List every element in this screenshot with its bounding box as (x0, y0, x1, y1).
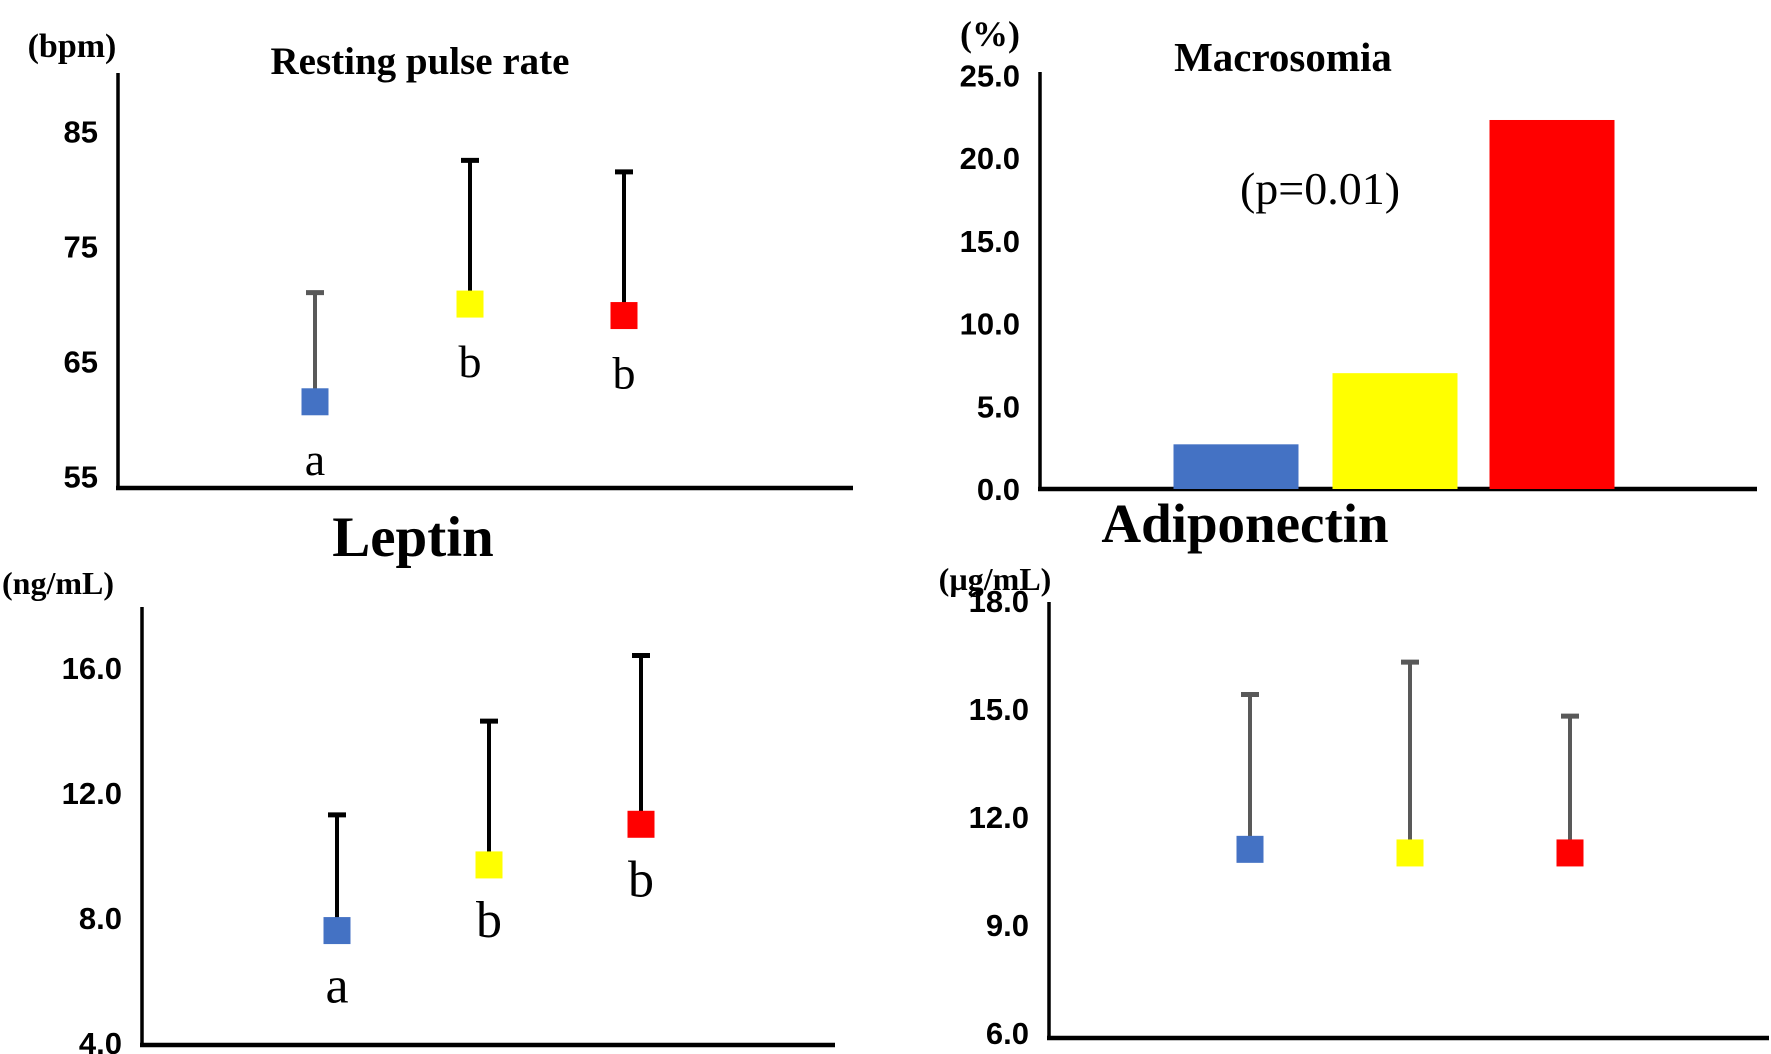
marker-red (610, 302, 638, 330)
y-tick-label: 18.0 (969, 584, 1029, 619)
y-tick-label: 55 (64, 460, 98, 495)
y-tick-label: 9.0 (986, 908, 1029, 943)
bar-blue (1173, 444, 1299, 489)
y-tick-label: 25.0 (960, 58, 1020, 93)
significance-label: b (476, 892, 502, 949)
y-tick-label: 0.0 (977, 472, 1020, 507)
unit-label: (bpm) (28, 28, 117, 65)
p-value-annotation: (p=0.01) (1240, 163, 1400, 214)
y-tick-label: 75 (64, 230, 98, 265)
y-tick-label: 15.0 (960, 224, 1020, 259)
chart-title: Resting pulse rate (271, 40, 570, 83)
chart-macrosomia: Macrosomia (%) (p=0.01) 0.0 5.0 10.0 15.0 20… (960, 14, 1757, 507)
marker-red (627, 810, 655, 838)
unit-label: (ng/mL) (2, 565, 114, 601)
y-tick-label: 8.0 (79, 901, 122, 936)
marker-blue (301, 388, 329, 416)
bar-yellow (1332, 373, 1458, 489)
plot-area: 6.0 9.0 12.0 15.0 18.0 (969, 584, 1769, 1051)
bar-red (1489, 119, 1615, 489)
y-tick-label: 12.0 (62, 776, 122, 811)
chart-title: Macrosomia (1174, 34, 1392, 80)
y-tick-label: 85 (64, 115, 98, 150)
marker-blue (323, 917, 351, 945)
significance-label: a (325, 958, 348, 1015)
significance-label: b (613, 348, 636, 399)
y-tick-label: 16.0 (62, 651, 122, 686)
y-tick-label: 4.0 (79, 1026, 122, 1054)
chart-title: Adiponectin (1101, 493, 1388, 554)
chart-leptin: Leptin (ng/mL) 4.0 8.0 12.0 16.0 a b b (2, 506, 835, 1054)
plot-area: 55 65 75 85 a b b (64, 73, 853, 495)
y-tick-label: 20.0 (960, 141, 1020, 176)
marker-red (1556, 839, 1584, 867)
y-tick-label: 10.0 (960, 307, 1020, 342)
marker-yellow (456, 290, 484, 318)
marker-blue (1236, 835, 1264, 863)
y-tick-label: 12.0 (969, 800, 1029, 835)
marker-yellow (1396, 839, 1424, 867)
plot-area: 0.0 5.0 10.0 15.0 20.0 25.0 (960, 58, 1757, 507)
significance-label: b (459, 336, 482, 387)
significance-label: b (628, 851, 654, 908)
y-tick-label: 5.0 (977, 389, 1020, 424)
marker-yellow (475, 851, 503, 879)
unit-label: (µg/mL) (939, 561, 1052, 597)
plot-area: 4.0 8.0 12.0 16.0 a b b (62, 607, 835, 1054)
unit-label: (%) (960, 14, 1020, 54)
significance-label: a (305, 434, 325, 485)
chart-title: Leptin (332, 506, 494, 569)
y-tick-label: 6.0 (986, 1016, 1029, 1051)
y-tick-label: 15.0 (969, 692, 1029, 727)
y-tick-label: 65 (64, 345, 98, 380)
chart-resting-pulse-rate: Resting pulse rate (bpm) 55 65 75 85 a b b (28, 28, 853, 495)
chart-adiponectin: Adiponectin (µg/mL) 6.0 9.0 12.0 15.0 18.0 (939, 493, 1769, 1051)
